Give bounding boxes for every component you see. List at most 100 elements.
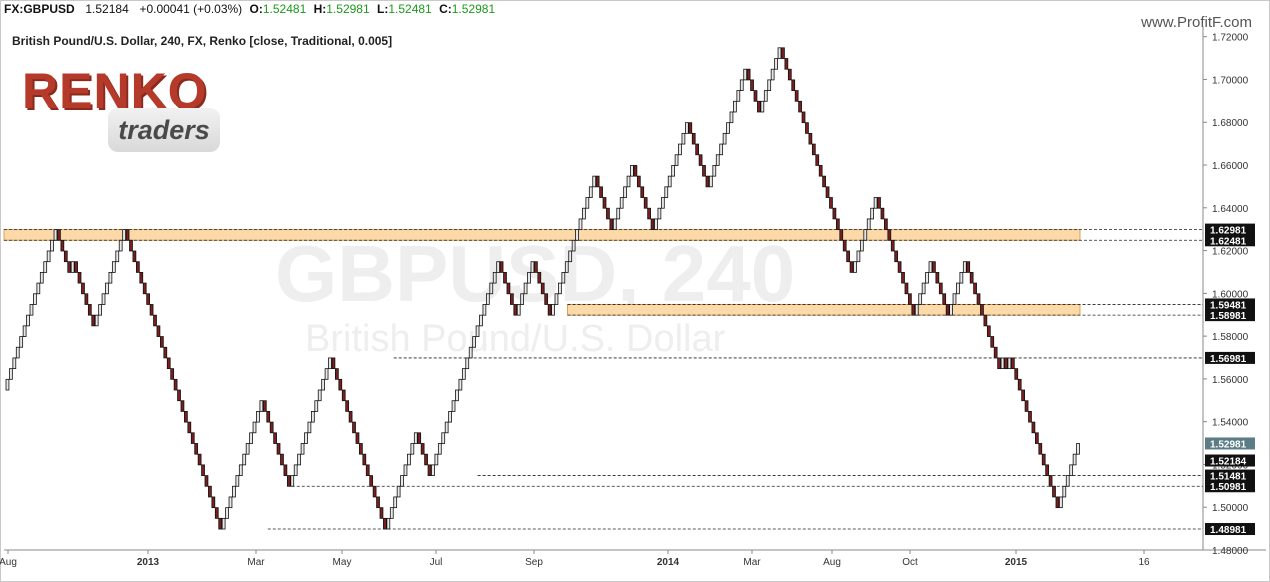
y-tick-label: 1.72000 (1212, 33, 1249, 44)
brick-down (84, 293, 89, 305)
brick-down (791, 79, 796, 91)
level-price-label: 1.58981 (1210, 311, 1247, 322)
brick-up (1069, 464, 1074, 476)
brick-down (781, 47, 785, 59)
brick-up (863, 229, 868, 241)
brick-down (208, 485, 212, 498)
brick-up (626, 175, 631, 188)
brick-up (588, 186, 593, 198)
brick-up (722, 132, 727, 145)
x-tick-label: Mar (247, 557, 265, 568)
brick-up (520, 293, 525, 305)
y-tick-label: 1.68000 (1212, 118, 1249, 129)
watermark-symbol: GBPUSD, 240 (275, 229, 796, 318)
brick-up (496, 261, 500, 273)
brick-down (976, 293, 981, 305)
brick-up (321, 378, 325, 391)
brick-down (599, 186, 603, 198)
brick-down (890, 239, 895, 252)
brick-up (15, 346, 20, 359)
open-value: 1.52481 (262, 2, 307, 16)
brick-down (166, 357, 171, 370)
brand-url[interactable]: www.ProfitF.com (1141, 14, 1252, 31)
brick-down (932, 261, 936, 273)
brick-up (324, 368, 329, 380)
brick-up (396, 485, 401, 498)
brick-up (774, 58, 778, 70)
brick-up (393, 496, 398, 509)
brick-down (197, 453, 202, 466)
brick-up (612, 218, 617, 231)
quote-bar: FX:GBPUSD 1.52184 +0.00041 (+0.03%) O:1.… (4, 2, 495, 16)
y-tick-label: 1.48000 (1212, 546, 1249, 557)
level-price-label: 1.62481 (1210, 236, 1247, 247)
brick-up (94, 314, 99, 327)
brick-down (702, 165, 706, 177)
brick-down (338, 378, 343, 391)
brick-up (12, 357, 17, 370)
brick-up (228, 496, 233, 509)
brick-down (647, 207, 651, 220)
brick-down (811, 143, 816, 156)
brick-up (407, 453, 411, 466)
brick-down (269, 421, 274, 434)
brick-down (201, 464, 205, 476)
brick-up (739, 79, 744, 91)
brick-down (945, 304, 950, 316)
brick-down (67, 261, 72, 273)
brick-down (880, 207, 885, 220)
high-label: H: (313, 2, 327, 16)
brick-down (341, 389, 346, 402)
brick-up (235, 475, 240, 487)
brick-up (221, 517, 226, 530)
open-label: O: (249, 2, 263, 16)
brick-down (829, 197, 833, 209)
level-price-tag (1205, 234, 1255, 247)
brick-down (160, 336, 164, 348)
brick-down (753, 90, 758, 102)
brick-up (386, 517, 391, 530)
brick-up (726, 122, 730, 134)
brick-down (146, 293, 151, 305)
brick-up (46, 250, 51, 263)
brick-up (925, 271, 929, 284)
brick-up (53, 229, 58, 241)
brick-down (335, 368, 339, 380)
brick-down (503, 271, 507, 284)
brick-down (365, 464, 370, 476)
last-price: 1.52184 (85, 2, 129, 16)
brick-up (118, 239, 123, 252)
brick-down (376, 496, 380, 509)
brick-down (746, 68, 751, 81)
brick-up (743, 68, 748, 81)
brick-down (132, 250, 137, 263)
brick-up (1059, 496, 1063, 509)
brick-up (859, 239, 864, 252)
brick-down (835, 218, 840, 231)
brick-up (667, 175, 672, 188)
brick-up (719, 143, 724, 156)
brick-down (177, 389, 181, 402)
brick-up (232, 485, 236, 498)
brick-up (70, 261, 75, 273)
brick-down (149, 304, 154, 316)
symbol-label[interactable]: FX:GBPUSD (4, 2, 75, 16)
brick-down (1028, 411, 1032, 423)
brick-up (29, 304, 34, 316)
brick-down (1031, 421, 1036, 434)
brick-down (81, 282, 85, 295)
brick-up (571, 239, 576, 252)
brick-up (674, 154, 679, 166)
x-tick-label: 2013 (137, 557, 160, 568)
brick-down (986, 325, 991, 337)
brick-up (709, 175, 713, 188)
brick-up (684, 122, 689, 134)
brick-up (554, 293, 559, 305)
brick-up (623, 186, 627, 198)
brick-down (170, 368, 175, 380)
brick-up (952, 293, 957, 305)
brick-up (558, 282, 562, 295)
brick-down (1017, 378, 1022, 391)
